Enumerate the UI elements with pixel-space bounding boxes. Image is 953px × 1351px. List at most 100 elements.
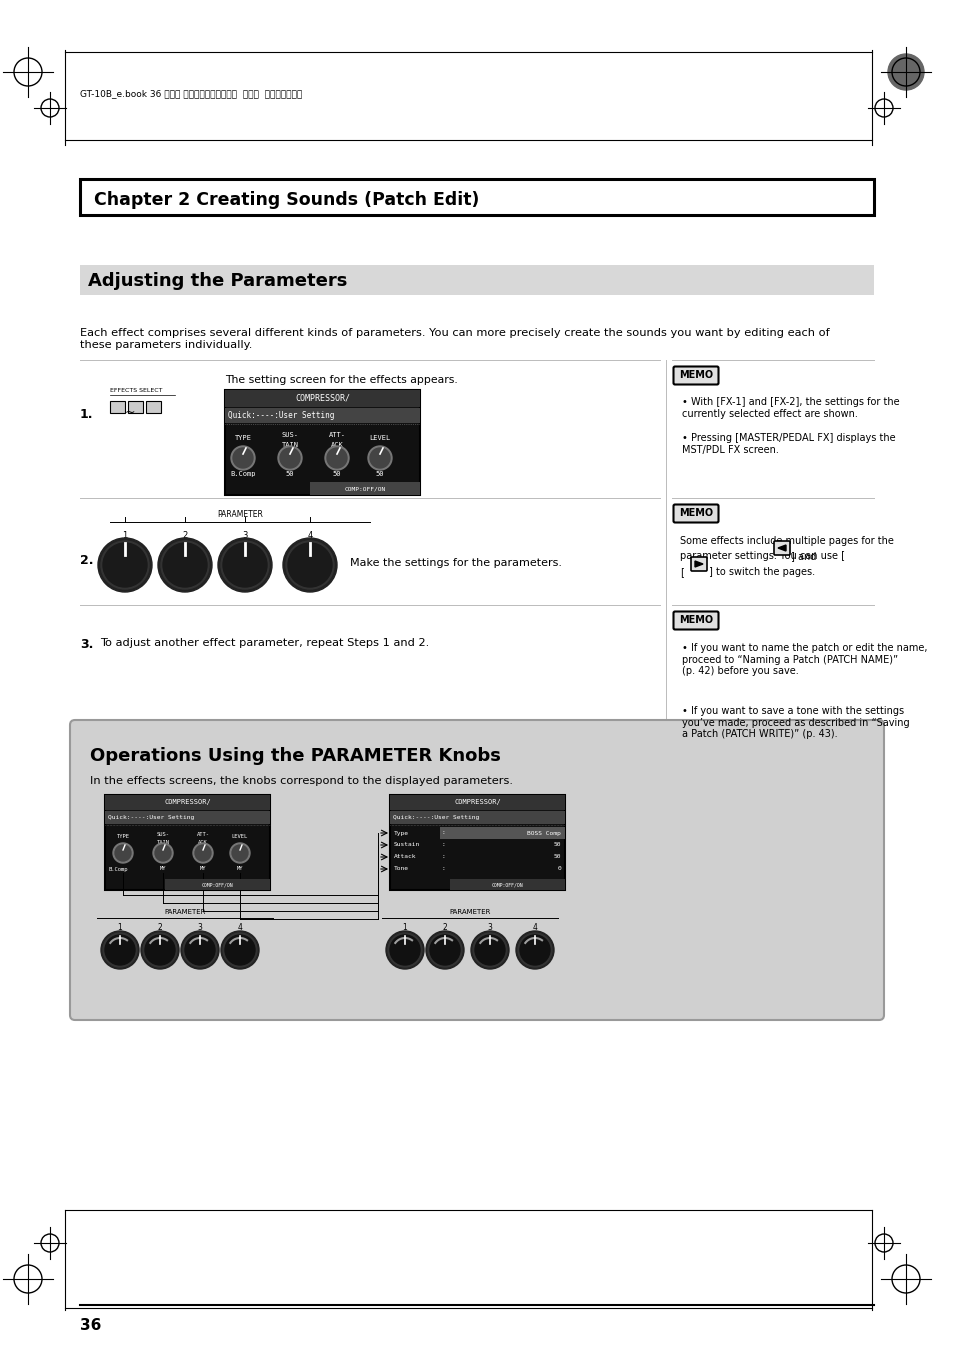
Circle shape: [232, 844, 248, 861]
Text: SUS-: SUS-: [156, 831, 170, 836]
Text: EFFECTS SELECT: EFFECTS SELECT: [110, 388, 162, 393]
FancyBboxPatch shape: [165, 880, 270, 890]
Text: BOSS Comp: BOSS Comp: [527, 831, 560, 835]
FancyBboxPatch shape: [105, 794, 270, 890]
Text: 2: 2: [442, 923, 447, 932]
Text: MEMO: MEMO: [679, 615, 712, 626]
FancyBboxPatch shape: [225, 390, 419, 407]
Text: Adjusting the Parameters: Adjusting the Parameters: [88, 272, 347, 290]
Text: COMPRESSOR/: COMPRESSOR/: [164, 798, 211, 805]
Circle shape: [103, 543, 147, 586]
Circle shape: [471, 931, 509, 969]
Circle shape: [194, 844, 211, 861]
Circle shape: [231, 446, 254, 470]
Text: 4: 4: [307, 531, 313, 540]
FancyBboxPatch shape: [105, 811, 270, 824]
Text: PARAMETER: PARAMETER: [217, 509, 263, 519]
Circle shape: [152, 843, 172, 863]
Circle shape: [283, 538, 336, 592]
Text: ACK: ACK: [331, 442, 343, 449]
Text: ] to switch the pages.: ] to switch the pages.: [708, 567, 814, 577]
Circle shape: [221, 931, 258, 969]
Text: ACK: ACK: [198, 840, 208, 846]
Text: 50: 50: [333, 471, 341, 477]
Circle shape: [158, 538, 212, 592]
Circle shape: [161, 540, 209, 589]
Polygon shape: [778, 544, 785, 551]
Circle shape: [233, 449, 253, 467]
Circle shape: [516, 931, 554, 969]
Text: Operations Using the PARAMETER Knobs: Operations Using the PARAMETER Knobs: [90, 747, 500, 765]
Text: B.Comp: B.Comp: [109, 866, 129, 871]
FancyBboxPatch shape: [80, 265, 873, 295]
Text: 50: 50: [375, 471, 384, 477]
FancyBboxPatch shape: [673, 612, 718, 630]
Text: • If you want to save a tone with the settings
you’ve made, proceed as described: • If you want to save a tone with the se…: [681, 707, 908, 739]
Text: MY: MY: [236, 866, 243, 871]
Text: TYPE: TYPE: [116, 835, 130, 839]
FancyBboxPatch shape: [673, 366, 718, 385]
Circle shape: [223, 543, 267, 586]
Text: COMP:OFF/ON: COMP:OFF/ON: [201, 882, 233, 888]
Text: Attack: Attack: [394, 854, 416, 859]
Circle shape: [112, 843, 132, 863]
FancyBboxPatch shape: [128, 401, 143, 413]
Text: Quick:----:User Setting: Quick:----:User Setting: [393, 815, 478, 820]
Text: • If you want to name the patch or edit the name,
proceed to “Naming a Patch (PA: • If you want to name the patch or edit …: [681, 643, 926, 677]
FancyBboxPatch shape: [80, 178, 873, 215]
Circle shape: [218, 538, 272, 592]
Text: :: :: [441, 843, 445, 847]
Circle shape: [426, 931, 463, 969]
Circle shape: [368, 446, 392, 470]
Text: COMP:OFF/ON: COMP:OFF/ON: [344, 486, 385, 492]
Circle shape: [98, 538, 152, 592]
Text: Quick:----:User Setting: Quick:----:User Setting: [228, 411, 334, 420]
Text: MEMO: MEMO: [679, 508, 712, 517]
Circle shape: [386, 931, 423, 969]
Text: 1: 1: [402, 923, 407, 932]
Text: Make the settings for the parameters.: Make the settings for the parameters.: [350, 558, 561, 567]
Circle shape: [280, 449, 299, 467]
Circle shape: [163, 543, 207, 586]
Text: Each effect comprises several different kinds of parameters. You can more precis: Each effect comprises several different …: [80, 328, 829, 350]
Circle shape: [230, 843, 250, 863]
Text: 4: 4: [237, 923, 242, 932]
FancyBboxPatch shape: [110, 401, 125, 413]
Circle shape: [277, 446, 302, 470]
Circle shape: [221, 540, 269, 589]
Text: LEVEL: LEVEL: [232, 835, 248, 839]
FancyBboxPatch shape: [690, 557, 706, 571]
Text: 3: 3: [487, 923, 492, 932]
Text: 50: 50: [553, 854, 560, 859]
Text: • Pressing [MASTER/PEDAL FX] displays the
MST/PDL FX screen.: • Pressing [MASTER/PEDAL FX] displays th…: [681, 434, 895, 454]
Text: Sustain: Sustain: [394, 843, 420, 847]
Circle shape: [101, 540, 149, 589]
Circle shape: [145, 935, 174, 965]
Circle shape: [286, 540, 334, 589]
Text: 1: 1: [117, 923, 122, 932]
Circle shape: [105, 935, 135, 965]
Text: 3: 3: [197, 923, 202, 932]
Text: Tone: Tone: [394, 866, 409, 871]
Text: 4: 4: [532, 923, 537, 932]
Circle shape: [183, 934, 216, 967]
Circle shape: [223, 934, 256, 967]
Circle shape: [327, 449, 347, 467]
Text: COMP:OFF/ON: COMP:OFF/ON: [491, 882, 523, 888]
Circle shape: [430, 935, 459, 965]
Text: 2.: 2.: [80, 554, 93, 566]
Circle shape: [887, 54, 923, 91]
Text: 2: 2: [157, 923, 162, 932]
Circle shape: [185, 935, 214, 965]
Text: 3.: 3.: [80, 638, 93, 651]
Text: TAIN: TAIN: [156, 840, 170, 846]
Text: parameter settings. You can use [: parameter settings. You can use [: [679, 551, 844, 561]
Circle shape: [101, 931, 139, 969]
FancyBboxPatch shape: [105, 794, 270, 811]
FancyBboxPatch shape: [146, 401, 161, 413]
Circle shape: [517, 934, 552, 967]
Circle shape: [475, 935, 504, 965]
Text: ATT-: ATT-: [196, 831, 210, 836]
Text: :: :: [441, 831, 445, 835]
Circle shape: [390, 935, 419, 965]
